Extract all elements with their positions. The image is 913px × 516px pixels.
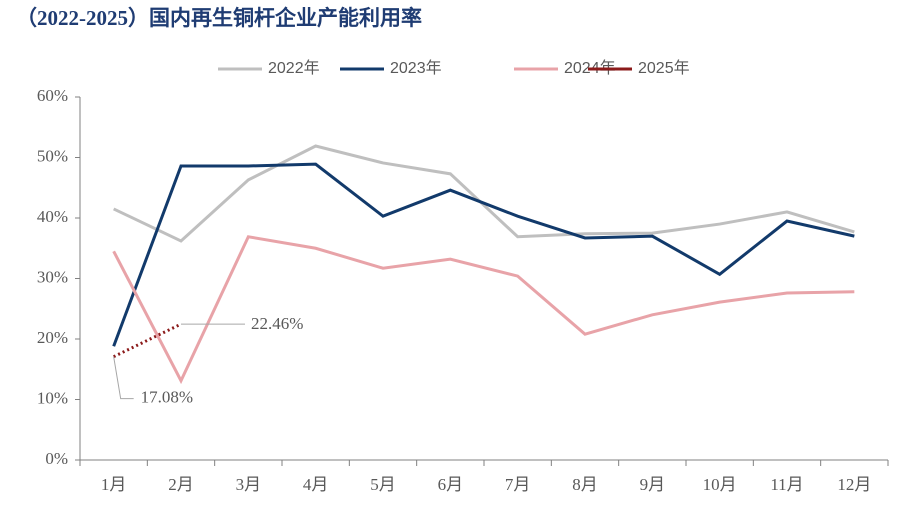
x-tick-label: 11月 <box>770 475 803 494</box>
x-tick-label: 2月 <box>168 475 194 494</box>
x-tick-label: 12月 <box>837 475 871 494</box>
x-tick-label: 10月 <box>703 475 737 494</box>
series-line <box>112 235 855 385</box>
x-tick-label: 1月 <box>101 475 127 494</box>
y-tick-label: 50% <box>37 146 68 165</box>
value-label: 17.08% <box>141 388 193 407</box>
x-tick-label: 4月 <box>303 475 329 494</box>
value-label: 22.46% <box>251 314 303 333</box>
legend-label: 2023年 <box>390 59 442 77</box>
y-tick-label: 40% <box>37 207 68 226</box>
chart-title: （2022-2025）国内再生铜杆企业产能利用率 <box>16 6 422 30</box>
series-line <box>113 144 855 243</box>
y-tick-label: 30% <box>37 267 68 286</box>
x-tick-label: 9月 <box>640 475 666 494</box>
series-line <box>112 162 855 347</box>
x-tick-label: 7月 <box>505 475 531 494</box>
y-tick-label: 60% <box>37 86 68 105</box>
y-tick-label: 0% <box>45 449 68 468</box>
x-tick-label: 6月 <box>438 475 464 494</box>
series-line <box>113 322 182 359</box>
y-tick-label: 20% <box>37 328 68 347</box>
x-tick-label: 5月 <box>370 475 396 494</box>
leader-line <box>113 356 134 400</box>
x-tick-label: 3月 <box>236 475 262 494</box>
legend-label: 2025年 <box>638 59 690 77</box>
x-tick-label: 8月 <box>572 475 598 494</box>
legend-label: 2022年 <box>268 59 320 77</box>
y-tick-label: 10% <box>37 388 68 407</box>
